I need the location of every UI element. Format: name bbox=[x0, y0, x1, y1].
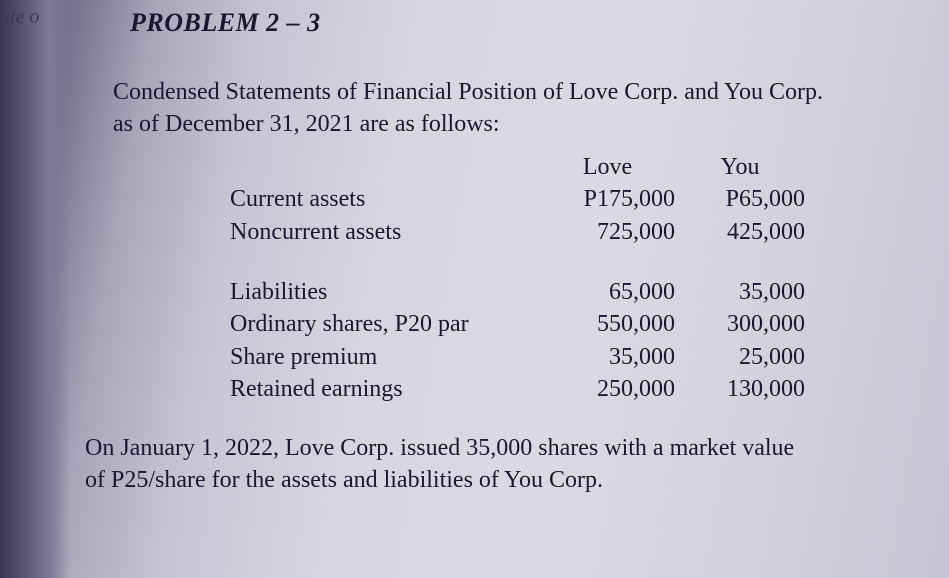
row-you: 300,000 bbox=[675, 308, 805, 340]
table-row: Current assets P175,000 P65,000 bbox=[230, 183, 905, 215]
row-love: 35,000 bbox=[540, 341, 675, 373]
edge-fragment-text: ate o bbox=[0, 5, 40, 29]
row-you: 130,000 bbox=[675, 373, 805, 405]
row-label: Liabilities bbox=[230, 276, 540, 308]
intro-paragraph: Condensed Statements of Financial Positi… bbox=[113, 76, 905, 141]
outro-line-2: of P25/share for the assets and liabilit… bbox=[85, 467, 603, 493]
row-you: 35,000 bbox=[675, 276, 805, 308]
page-gutter-shadow bbox=[0, 0, 70, 578]
problem-title: PROBLEM 2 – 3 bbox=[130, 8, 905, 38]
table-header-row: Love You bbox=[230, 151, 905, 183]
row-love: 725,000 bbox=[540, 216, 675, 248]
table-row: Retained earnings 250,000 130,000 bbox=[230, 373, 905, 405]
outro-line-1: On January 1, 2022, Love Corp. issued 35… bbox=[85, 435, 794, 461]
row-label: Ordinary shares, P20 par bbox=[230, 308, 540, 340]
table-group-gap bbox=[230, 248, 905, 276]
table-row: Noncurrent assets 725,000 425,000 bbox=[230, 216, 905, 248]
row-you: P65,000 bbox=[675, 183, 805, 215]
row-label: Current assets bbox=[230, 183, 540, 215]
row-label: Retained earnings bbox=[230, 373, 540, 405]
row-label: Share premium bbox=[230, 341, 540, 373]
header-blank bbox=[230, 151, 540, 183]
header-love: Love bbox=[540, 151, 675, 183]
outro-paragraph: On January 1, 2022, Love Corp. issued 35… bbox=[85, 432, 905, 497]
row-love: 550,000 bbox=[540, 308, 675, 340]
row-you: 25,000 bbox=[675, 341, 805, 373]
row-love: P175,000 bbox=[540, 183, 675, 215]
table-row: Ordinary shares, P20 par 550,000 300,000 bbox=[230, 308, 905, 340]
row-you: 425,000 bbox=[675, 216, 805, 248]
row-label: Noncurrent assets bbox=[230, 216, 540, 248]
row-love: 65,000 bbox=[540, 276, 675, 308]
financial-table: Love You Current assets P175,000 P65,000… bbox=[230, 151, 905, 406]
row-love: 250,000 bbox=[540, 373, 675, 405]
intro-line-2: as of December 31, 2021 are as follows: bbox=[113, 111, 500, 137]
intro-line-1: Condensed Statements of Financial Positi… bbox=[113, 79, 823, 105]
header-you: You bbox=[675, 151, 805, 183]
table-row: Liabilities 65,000 35,000 bbox=[230, 276, 905, 308]
page-content: PROBLEM 2 – 3 Condensed Statements of Fi… bbox=[95, 0, 905, 578]
table-row: Share premium 35,000 25,000 bbox=[230, 341, 905, 373]
